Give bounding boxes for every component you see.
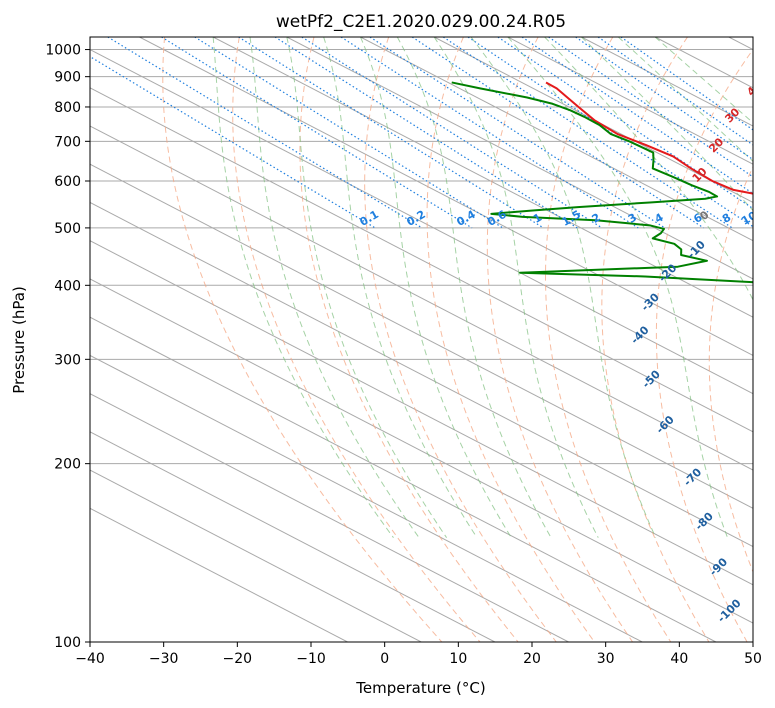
dry-adiabat — [232, 37, 481, 642]
mixing-ratio-line — [238, 37, 544, 229]
isotherm-line — [212, 37, 753, 318]
isotherm-line — [139, 37, 753, 356]
plot-frame — [89, 36, 754, 643]
isotherm-line — [90, 278, 753, 624]
moist-adiabat — [581, 37, 753, 212]
x-tick-label: 50 — [744, 651, 762, 667]
isotherm-line — [286, 37, 753, 280]
isotherm-label: 40 — [744, 78, 764, 98]
mixing-ratio-line — [161, 37, 473, 229]
mixing-ratio-line — [340, 37, 639, 229]
isotherm-line — [90, 469, 422, 642]
moist-adiabat — [212, 37, 394, 538]
moist-adiabat — [470, 37, 657, 538]
isotherm-line — [360, 37, 753, 242]
mixing-ratio-line — [497, 37, 753, 210]
moist-adiabat — [396, 37, 552, 538]
dry-adiabat — [299, 37, 519, 642]
y-tick-label: 1000 — [45, 43, 81, 59]
plot-background — [90, 37, 753, 642]
mixing-ratio-line — [442, 37, 733, 229]
x-tick-label: −40 — [75, 651, 105, 667]
moist-adiabat — [249, 37, 420, 538]
isotherm-line — [90, 393, 569, 642]
moist-adiabat — [507, 37, 728, 538]
mixing-ratio-line — [107, 37, 423, 229]
dry-adiabat — [162, 37, 443, 642]
dry-adiabat — [761, 37, 775, 642]
dry-adiabat — [486, 37, 634, 642]
y-tick-label: 100 — [54, 635, 81, 651]
mixing-ratio-line — [301, 37, 603, 229]
x-tick-label: −20 — [223, 651, 253, 667]
mixing-ratio-line — [575, 37, 753, 161]
y-tick-label: 700 — [54, 134, 81, 150]
y-tick-label: 800 — [54, 100, 81, 116]
moist-adiabat — [286, 37, 448, 538]
chart-title: wetPf2_C2E1.2020.029.00.24.R05 — [276, 12, 566, 32]
x-tick-label: −10 — [296, 651, 326, 667]
mixing-ratio-line — [467, 37, 753, 228]
mixing-ratio-line — [620, 37, 753, 131]
x-tick-label: 0 — [380, 651, 389, 667]
dry-adiabat — [545, 37, 672, 642]
isotherm-line — [90, 48, 753, 395]
isotherm-line — [90, 87, 753, 433]
y-tick-label: 900 — [54, 70, 81, 86]
isotherm-line — [90, 201, 753, 548]
dry-adiabat — [655, 48, 753, 642]
mixing-ratio-label: 13 — [767, 209, 775, 228]
isotherm-line — [90, 240, 753, 586]
moist-adiabat — [544, 37, 753, 301]
x-tick-label: 30 — [597, 651, 615, 667]
isotherm-line — [90, 507, 348, 642]
dewpoint-profile-line — [451, 81, 753, 284]
mixing-ratio-line — [597, 37, 753, 146]
y-tick-label: 600 — [54, 174, 81, 190]
dry-adiabat — [426, 37, 595, 642]
temperature-profile-line — [545, 81, 753, 195]
moist-adiabat — [654, 37, 753, 124]
moist-adiabat — [360, 37, 512, 538]
dry-adiabat — [364, 37, 557, 642]
y-tick-label: 500 — [54, 221, 81, 237]
isotherm-line — [90, 125, 753, 471]
x-tick-label: 20 — [523, 651, 541, 667]
x-tick-label: 40 — [670, 651, 688, 667]
y-tick-label: 400 — [54, 278, 81, 294]
isotherm-line — [90, 163, 753, 509]
axis-layer: −40 −30 −20 −10 0 10 20 30 40 50 100 200 300 400 500 60… — [45, 43, 762, 667]
isotherm-line — [90, 316, 717, 642]
isotherm-line — [90, 431, 496, 642]
isotherm-line — [507, 37, 753, 165]
mixing-ratio-line — [411, 37, 704, 229]
mixing-ratio-line — [90, 55, 376, 229]
y-tick-label: 300 — [54, 352, 81, 368]
isotherm-line — [90, 354, 643, 642]
y-tick-label: 200 — [54, 457, 81, 473]
y-axis-label: Pressure (hPa) — [10, 286, 28, 394]
x-axis-label: Temperature (°C) — [355, 679, 485, 697]
x-tick-label: −30 — [149, 651, 179, 667]
x-tick-label: 10 — [449, 651, 467, 667]
mixing-ratio-line — [194, 37, 504, 229]
dry-adiabat — [601, 37, 710, 642]
moist-adiabat — [323, 37, 478, 538]
mixing-ratio-line — [548, 37, 753, 178]
mixing-ratio-label: 10 — [739, 209, 759, 228]
series-layer — [451, 81, 753, 284]
